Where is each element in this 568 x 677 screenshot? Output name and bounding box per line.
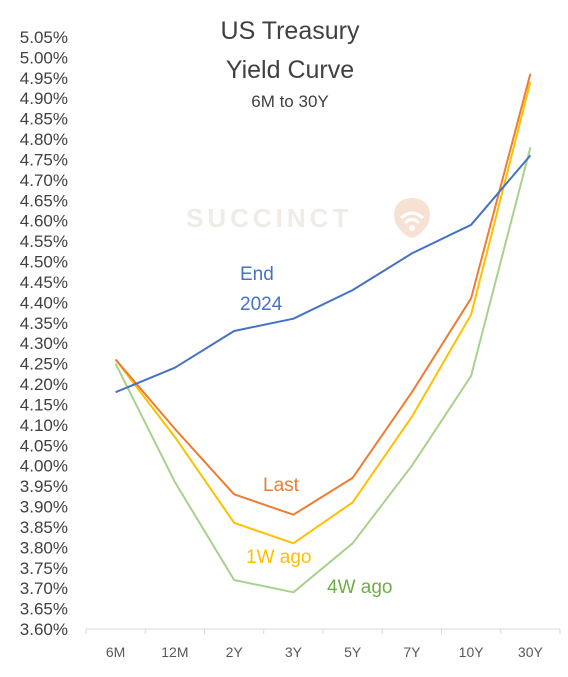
series-lines	[114, 73, 532, 594]
series-label-4w-ago: 4W ago	[327, 576, 392, 600]
y-tick-label: 4.35%	[20, 314, 68, 333]
series-label-last: Last	[263, 474, 299, 498]
y-tick-label: 3.70%	[20, 579, 68, 598]
x-axis: 6M 12M 2Y 3Y 5Y 7Y 10Y 30Y	[85, 629, 561, 660]
chart-title-line2: Yield Curve	[225, 56, 355, 84]
y-tick-label: 4.55%	[20, 232, 68, 251]
y-tick-label: 4.85%	[20, 110, 68, 129]
x-tick-label: 12M	[161, 644, 188, 660]
x-tick-label: 10Y	[459, 644, 485, 660]
series-line-1w-ago	[114, 81, 532, 545]
y-tick-label: 4.60%	[20, 212, 68, 231]
y-tick-label: 3.75%	[20, 559, 68, 578]
y-tick-label: 4.05%	[20, 436, 68, 455]
y-tick-label: 4.75%	[20, 150, 68, 169]
watermark-text: SUCCINCT	[186, 203, 353, 233]
series-line-end-2024	[115, 154, 532, 394]
y-tick-label: 5.00%	[20, 48, 68, 67]
y-tick-label: 3.90%	[20, 498, 68, 517]
y-tick-label: 4.30%	[20, 334, 68, 353]
y-tick-label: 3.60%	[20, 620, 68, 639]
series-label-line: 2024	[240, 294, 283, 315]
series-label-1w-ago: 1W ago	[246, 546, 311, 570]
series-line-last	[114, 73, 532, 516]
x-tick-label: 2Y	[226, 644, 244, 660]
series-label-line: Last	[263, 475, 299, 496]
y-tick-label: 4.70%	[20, 171, 68, 190]
y-tick-label: 4.90%	[20, 89, 68, 108]
y-axis: 3.60%3.65% 3.70%3.75% 3.80%3.85%3.90% 3.95%…	[20, 28, 68, 639]
series-label-line: 1W ago	[246, 547, 312, 568]
watermark-logo-icon	[394, 198, 430, 238]
y-tick-label: 4.25%	[20, 355, 68, 374]
y-tick-label: 4.65%	[20, 191, 68, 210]
y-tick-label: 3.85%	[20, 518, 68, 537]
y-tick-label: 4.00%	[20, 457, 68, 476]
x-tick-label: 5Y	[344, 644, 362, 660]
x-tick-label: 30Y	[518, 644, 544, 660]
series-label-line: 4W ago	[327, 577, 393, 598]
y-tick-label: 4.95%	[20, 69, 68, 88]
x-tick-label: 3Y	[285, 644, 303, 660]
chart-subtitle: 6M to 30Y	[251, 92, 329, 111]
y-tick-label: 4.80%	[20, 130, 68, 149]
y-tick-label: 3.65%	[20, 600, 68, 619]
y-tick-label: 4.45%	[20, 273, 68, 292]
x-tick-label: 7Y	[403, 644, 421, 660]
y-tick-label: 5.05%	[20, 28, 68, 47]
x-tick-label: 6M	[106, 644, 125, 660]
y-tick-label: 4.15%	[20, 395, 68, 414]
y-tick-label: 3.95%	[20, 477, 68, 496]
y-tick-label: 3.80%	[20, 538, 68, 557]
y-tick-label: 4.10%	[20, 416, 68, 435]
chart-title-line1: US Treasury	[220, 17, 360, 45]
y-tick-label: 4.50%	[20, 253, 68, 272]
series-line-4w-ago	[114, 146, 532, 594]
y-tick-label: 4.40%	[20, 293, 68, 312]
series-label-line: End	[240, 264, 274, 285]
y-tick-label: 4.20%	[20, 375, 68, 394]
series-label-end-2024: End 2024	[240, 260, 282, 320]
